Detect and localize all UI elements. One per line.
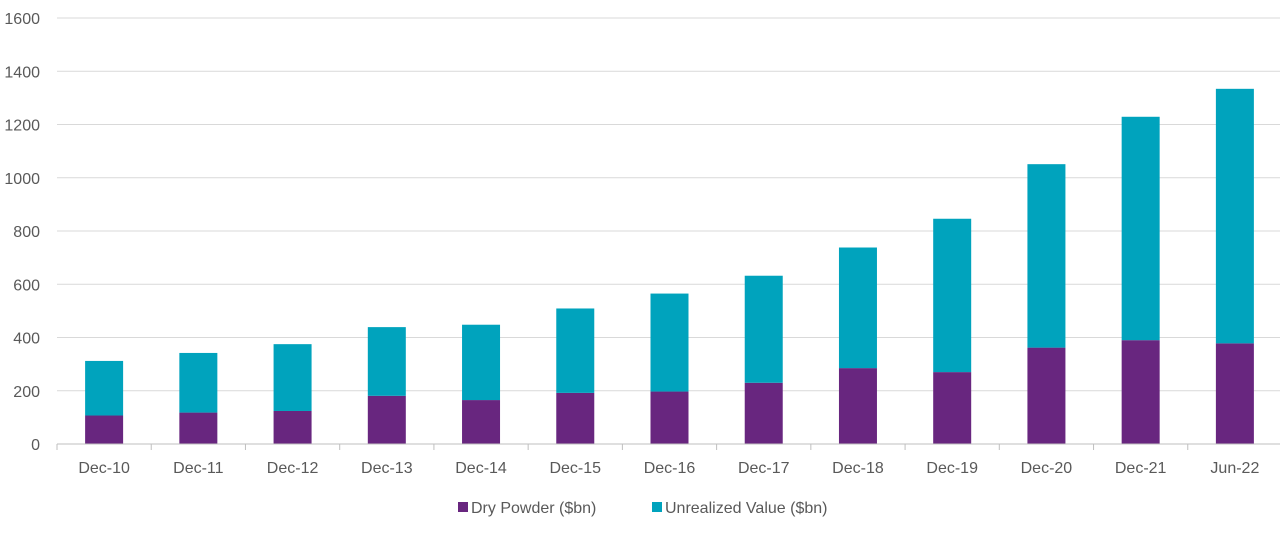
bar-unrealized-value	[1027, 164, 1066, 348]
bar-dry-powder	[179, 412, 218, 444]
bar-dry-powder	[838, 368, 877, 444]
y-tick-label: 600	[13, 277, 40, 294]
bar-unrealized-value	[1215, 88, 1254, 344]
x-tick-label: Dec-19	[926, 460, 978, 477]
bar-dry-powder	[367, 395, 406, 444]
x-tick-label: Jun-22	[1210, 460, 1259, 477]
y-axis-ticks: 0 200 400 600 800 1000 1200 1400 1600	[4, 11, 40, 454]
legend-label: Dry Powder ($bn)	[471, 500, 596, 517]
y-tick-label: 1000	[4, 171, 40, 188]
bar-dry-powder	[650, 391, 689, 444]
x-tick-label: Dec-13	[361, 460, 413, 477]
x-tick-label: Dec-20	[1021, 460, 1073, 477]
bar-unrealized-value	[273, 344, 312, 411]
x-tick-label: Dec-14	[455, 460, 507, 477]
legend-swatch	[458, 502, 468, 512]
y-tick-label: 200	[13, 384, 40, 401]
bar-unrealized-value	[1121, 116, 1160, 341]
legend: Dry Powder ($bn) Unrealized Value ($bn)	[458, 500, 827, 517]
y-tick-label: 1200	[4, 118, 40, 135]
y-tick-label: 400	[13, 331, 40, 348]
x-tick-label: Dec-11	[173, 460, 223, 477]
legend-item: Dry Powder ($bn)	[458, 500, 596, 517]
bar-dry-powder	[1027, 347, 1066, 444]
bar-unrealized-value	[838, 247, 877, 369]
bar-unrealized-value	[462, 324, 501, 401]
x-axis-ticks: Dec-10 Dec-11 Dec-12 Dec-13 Dec-14 Dec-15 Dec-…	[78, 460, 1259, 477]
bar-unrealized-value	[179, 352, 218, 413]
y-tick-label: 1400	[4, 64, 40, 81]
y-tick-label: 1600	[4, 11, 40, 28]
x-tick-label: Dec-16	[644, 460, 696, 477]
x-tick-label: Dec-17	[738, 460, 790, 477]
legend-label: Unrealized Value ($bn)	[665, 500, 827, 517]
bar-dry-powder	[933, 372, 972, 444]
bar-unrealized-value	[556, 308, 595, 393]
bar-unrealized-value	[933, 218, 972, 373]
bar-dry-powder	[1121, 340, 1160, 444]
x-tick-label: Dec-12	[267, 460, 319, 477]
gridlines	[57, 17, 1280, 392]
bar-unrealized-value	[744, 275, 783, 383]
bar-dry-powder	[462, 400, 501, 444]
y-tick-label: 800	[13, 224, 40, 241]
bars	[85, 88, 1254, 444]
x-tick-label: Dec-10	[78, 460, 130, 477]
bar-dry-powder	[744, 382, 783, 444]
legend-item: Unrealized Value ($bn)	[652, 500, 827, 517]
bar-dry-powder	[1215, 343, 1254, 444]
y-tick-label: 0	[31, 437, 40, 454]
x-axis	[56, 443, 1280, 450]
x-tick-label: Dec-15	[549, 460, 601, 477]
bar-unrealized-value	[367, 327, 406, 396]
bar-dry-powder	[273, 410, 312, 444]
x-tick-label: Dec-18	[832, 460, 884, 477]
x-tick-label: Dec-21	[1115, 460, 1167, 477]
bar-unrealized-value	[85, 360, 124, 416]
legend-swatch	[652, 502, 662, 512]
bar-dry-powder	[556, 392, 595, 444]
bar-unrealized-value	[650, 293, 689, 392]
bar-dry-powder	[85, 415, 124, 444]
